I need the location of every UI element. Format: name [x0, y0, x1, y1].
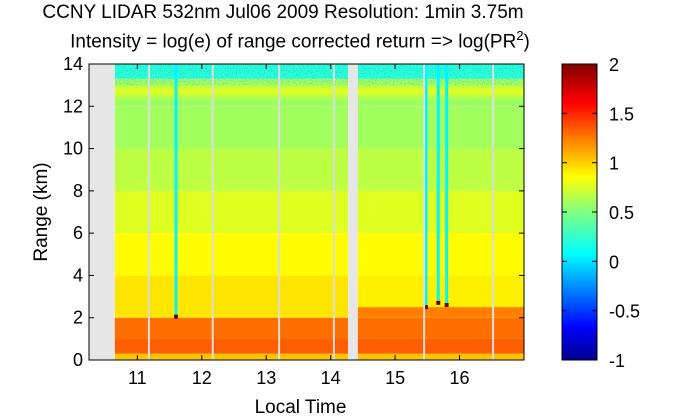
y-tick-label: 12: [63, 96, 83, 116]
heatmap-band: [114, 148, 349, 191]
heatmap-band: [357, 190, 524, 234]
x-tick-label: 16: [450, 368, 470, 388]
heatmap-band: [357, 353, 524, 360]
heatmap-band: [114, 275, 349, 318]
y-tick-label: 14: [63, 54, 83, 74]
x-axis-label: Local Time: [255, 397, 347, 418]
colorbar-tick-label: 0: [609, 252, 619, 272]
heatmap-band: [114, 190, 349, 234]
y-tick-label: 6: [73, 223, 83, 243]
heatmap-band: [357, 233, 524, 276]
heatmap-band: [357, 148, 524, 191]
dropout-line: [278, 64, 281, 360]
colorbar-tick-label: -1: [609, 351, 625, 371]
boundary-layer: [357, 307, 524, 318]
heatmap-band: [357, 317, 524, 339]
heatmap-band: [357, 106, 524, 149]
colorbar-scale: [561, 63, 598, 361]
x-tick-label: 12: [192, 368, 212, 388]
dropout-line: [332, 64, 335, 360]
data-gap: [348, 64, 358, 360]
colorbar: -1 -0.5 0 0.5 1 1.5 2: [561, 55, 640, 371]
heatmap-band: [114, 353, 349, 360]
x-tick-label: 13: [256, 368, 276, 388]
dropout-line: [492, 64, 495, 360]
data-gap: [89, 64, 115, 360]
x-tick-label: 11: [128, 368, 147, 388]
heatmap-band: [357, 338, 524, 354]
chart-title: CCNY LIDAR 532nm Jul06 2009 Resolution: …: [42, 2, 524, 23]
y-tick-label: 2: [73, 308, 83, 328]
colorbar-tick-label: 2: [609, 55, 619, 75]
x-tick-label: 15: [385, 368, 405, 388]
boundary-layer: [114, 319, 349, 339]
precip-base: [174, 314, 178, 319]
plot-frame: [88, 63, 525, 361]
heatmap-image: [89, 64, 524, 360]
precip-column: [174, 64, 178, 317]
cirrus-layer: [357, 80, 524, 103]
y-axis-label: Range (km): [31, 162, 52, 261]
precip-column: [436, 64, 440, 303]
precip-column: [424, 64, 428, 308]
y-tick-label: 4: [73, 265, 83, 285]
precip-base: [436, 300, 441, 305]
dropout-line: [147, 64, 150, 360]
y-tick-label: 10: [63, 139, 83, 159]
dropout-line: [423, 64, 426, 360]
chart-subtitle: Intensity = log(e) of range corrected re…: [70, 28, 530, 53]
y-tick-label: 8: [73, 181, 83, 201]
colorbar-tick-label: 0.5: [609, 203, 634, 223]
heatmap-band: [114, 106, 349, 149]
precip-base: [444, 303, 449, 308]
noise-speckle: [89, 64, 524, 86]
x-tick-label: 14: [321, 368, 341, 388]
precip-base: [424, 305, 429, 310]
cirrus-layer: [114, 80, 349, 103]
axes: 11 12 13 14 15 16 0 2 4 6 8 10 12 14 Local Time Range (…: [31, 54, 525, 418]
precip-column: [445, 64, 449, 306]
colorbar-tick-label: 1.5: [609, 104, 634, 124]
heatmap-band: [114, 338, 349, 354]
dropout-line: [211, 64, 214, 360]
colorbar-tick-label: 1: [609, 154, 619, 174]
colorbar-tick-label: -0.5: [609, 302, 640, 322]
heatmap-band: [114, 233, 349, 276]
y-tick-label: 0: [73, 350, 83, 370]
